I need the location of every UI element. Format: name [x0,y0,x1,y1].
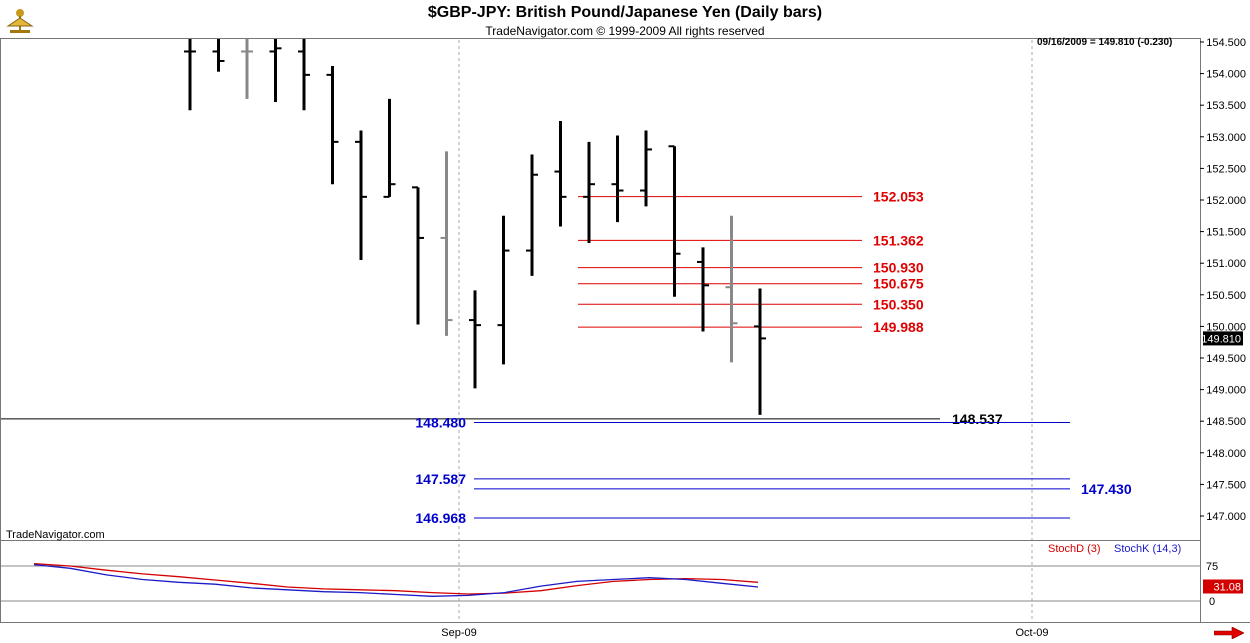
last-price-box [1203,331,1243,346]
price-level-label: 147.587 [415,471,466,487]
ohlc-bar [725,215,738,363]
y-tick-label: 154.500 [1206,37,1246,49]
scroll-right-arrow-icon[interactable] [1214,627,1244,639]
ohlc-bar [383,98,396,198]
stochd-series-line [33,563,759,595]
last-price-stamp: 09/16/2009 = 149.810 (-0.230) [1037,37,1173,48]
stoch-last-label: 31.08 [1213,581,1241,593]
ohlc-bar [212,38,225,72]
ohlc-bar [611,135,624,223]
y-tick-label: 153.000 [1206,132,1246,144]
y-tick-label: 150.000 [1206,321,1246,333]
ohlc-bar [497,215,510,365]
ohlc-bar [298,38,310,111]
ohlc-bar [583,141,595,243]
tradenavigator-logo-icon [6,9,34,33]
price-level-label: 151.362 [873,232,924,248]
ohlc-bar [640,130,652,207]
price-panel-frame [0,38,1201,541]
stoch-y-tick-label: 75 [1206,561,1218,573]
ohlc-bar [526,154,538,276]
ohlc-bar [754,288,766,415]
y-tick-label: 151.500 [1206,227,1246,239]
x-tick-label: Oct-09 [1015,627,1048,639]
stochk-series-line [33,563,759,597]
last-price-label: 149.810 [1201,333,1241,345]
stochk-legend[interactable]: StochK (14,3) [1114,543,1182,555]
y-tick-label: 154.000 [1206,69,1246,81]
brand-label: TradeNavigator.com [6,529,105,541]
price-level-label: 150.930 [873,260,924,276]
ohlc-bar [668,145,681,297]
price-level-label: 150.675 [873,276,924,292]
price-level-label: 148.480 [415,414,466,430]
y-tick-label: 150.500 [1206,290,1246,302]
y-tick-label: 151.000 [1206,258,1246,270]
y-tick-label: 149.000 [1206,385,1246,397]
chart-title: $GBP-JPY: British Pound/Japanese Yen (Da… [427,4,823,21]
y-tick-label: 147.000 [1206,511,1246,523]
price-level-label: 146.968 [415,510,466,526]
ohlc-bar [184,38,196,111]
stoch-last-box [1203,579,1243,594]
price-level-label: 149.988 [873,319,924,335]
ohlc-bar [554,121,567,227]
y-tick-label: 153.500 [1206,100,1246,112]
ohlc-bar [697,247,709,332]
x-tick-label: Sep-09 [441,627,476,639]
y-tick-label: 152.000 [1206,195,1246,207]
ohlc-bar [326,66,339,185]
ohlc-bar [469,290,481,389]
y-tick-label: 148.000 [1206,448,1246,460]
price-level-label: 152.053 [873,189,924,205]
ohlc-bar [355,130,367,261]
y-tick-label: 149.500 [1206,353,1246,365]
ohlc-bar [412,186,424,325]
chart-subtitle: TradeNavigator.com © 1999-2009 All right… [485,24,765,38]
stoch-panel-frame [0,540,1201,623]
y-tick-label: 152.500 [1206,163,1246,175]
price-level-label: 148.537 [952,411,1003,427]
ohlc-bar [241,38,253,99]
y-tick-label: 148.500 [1206,416,1246,428]
stoch-y-tick-label: 0 [1209,596,1215,608]
y-tick-label: 147.500 [1206,479,1246,491]
ohlc-bar [269,38,282,103]
price-level-label: 147.430 [1081,481,1132,497]
stochd-legend[interactable]: StochD (3) [1048,543,1101,555]
ohlc-bar [440,151,453,336]
price-level-label: 150.350 [873,296,924,312]
